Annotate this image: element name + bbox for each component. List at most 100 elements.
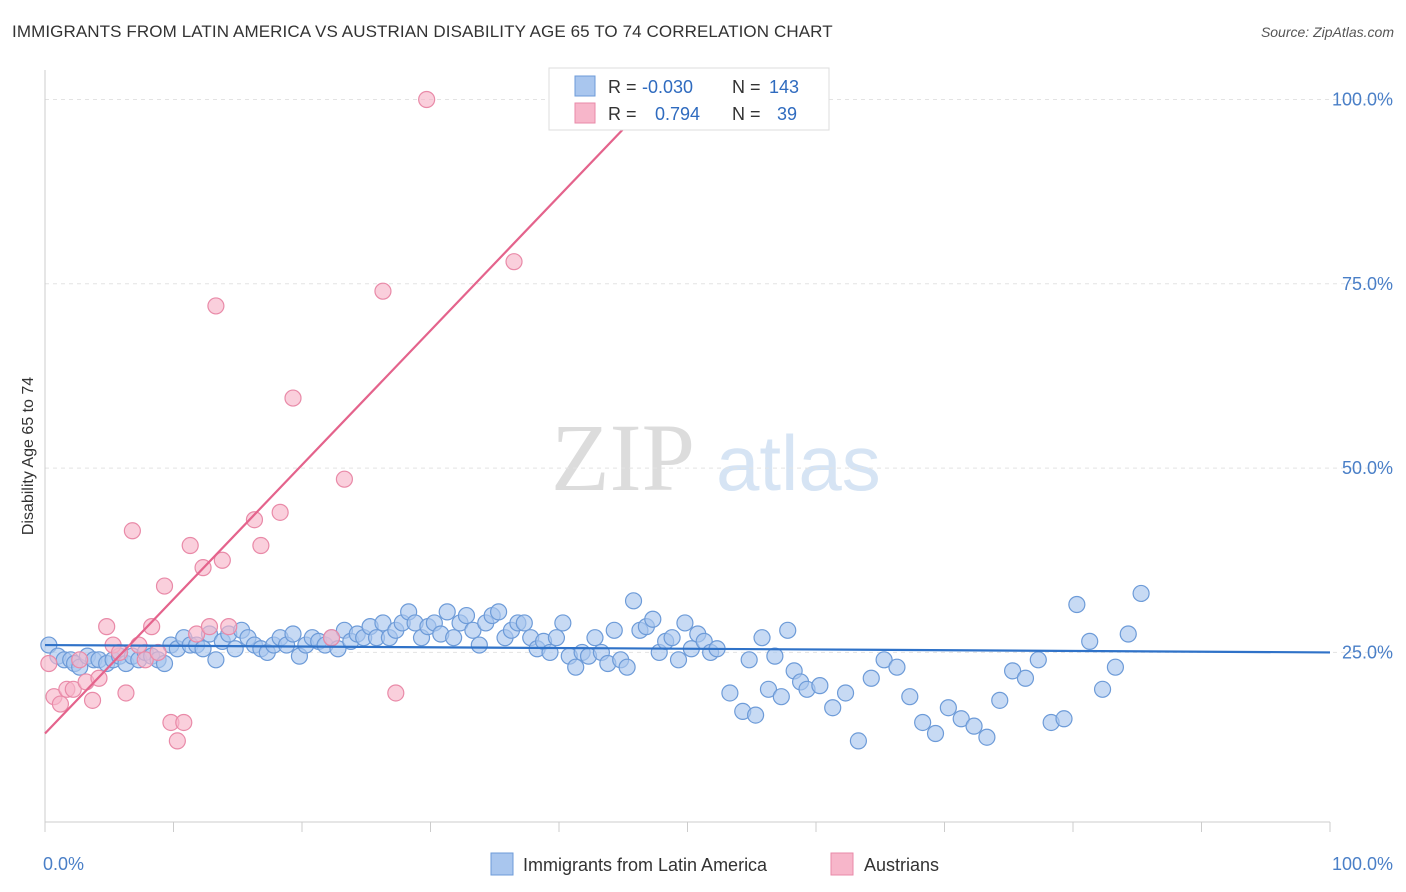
data-point <box>505 253 523 271</box>
data-point <box>759 680 778 698</box>
data-point <box>1093 680 1112 698</box>
data-point <box>207 297 225 315</box>
x-tick-labels: 0.0% 100.0% <box>43 854 1393 874</box>
data-point <box>1055 710 1073 728</box>
data-point <box>387 684 405 702</box>
data-point <box>1106 658 1125 676</box>
data-point <box>83 691 102 709</box>
trend-line <box>44 643 1331 654</box>
stats-legend-swatch-pink <box>574 102 596 124</box>
data-point <box>663 629 681 647</box>
data-point <box>284 625 302 643</box>
data-point <box>322 629 341 647</box>
data-point <box>618 658 636 676</box>
data-point <box>464 621 482 639</box>
data-point <box>200 618 219 636</box>
data-point <box>1016 669 1035 687</box>
stats-legend-r-label-blue: R = <box>608 77 637 97</box>
data-point <box>490 603 508 621</box>
x-tick-label-min: 0.0% <box>43 854 84 874</box>
data-point <box>547 629 566 647</box>
data-point <box>168 732 186 750</box>
data-point <box>1132 584 1150 603</box>
data-point <box>51 695 70 713</box>
stats-legend-r-value-blue: -0.030 <box>642 77 693 97</box>
data-point <box>978 728 996 746</box>
data-point <box>188 625 206 643</box>
data-point <box>110 643 129 662</box>
watermark: ZIP atlas <box>551 404 881 511</box>
trend-line <box>44 98 653 735</box>
data-point <box>155 577 174 595</box>
data-point <box>779 621 797 639</box>
data-point <box>753 629 771 647</box>
data-point <box>438 603 456 621</box>
data-point <box>669 651 688 669</box>
data-point <box>554 614 572 632</box>
data-point <box>862 669 880 687</box>
data-point <box>721 684 739 702</box>
y-tick-label: 75.0% <box>1342 274 1393 294</box>
data-point <box>175 713 193 732</box>
data-point <box>965 717 983 735</box>
data-point <box>926 724 945 743</box>
data-point <box>40 654 58 673</box>
data-point <box>64 680 82 698</box>
data-point <box>766 647 784 665</box>
axes <box>44 70 1331 832</box>
data-point <box>849 732 868 750</box>
chart-title: IMMIGRANTS FROM LATIN AMERICA VS AUSTRIA… <box>12 22 833 41</box>
data-point <box>875 651 893 669</box>
data-point <box>605 621 623 639</box>
data-point <box>207 651 225 669</box>
data-point <box>136 651 154 669</box>
gridlines <box>45 98 1390 653</box>
watermark-atlas: atlas <box>716 419 881 507</box>
data-point <box>470 636 488 654</box>
data-point <box>952 710 970 728</box>
x-tick-label-max: 100.0% <box>1332 854 1393 874</box>
data-point <box>284 389 302 407</box>
data-point <box>457 606 476 625</box>
data-point <box>515 614 533 632</box>
data-point <box>1004 662 1022 680</box>
data-point <box>567 658 585 676</box>
data-point <box>1081 632 1099 650</box>
y-tick-label: 25.0% <box>1342 642 1393 662</box>
bottom-legend-swatch-pink <box>830 852 854 876</box>
y-tick-labels: 25.0% 50.0% 75.0% 100.0% <box>1332 89 1393 662</box>
data-point <box>811 677 829 695</box>
stats-legend-n-label-pink: N = <box>732 104 761 124</box>
stats-legend-box <box>548 67 830 131</box>
y-tick-label: 100.0% <box>1332 89 1393 109</box>
data-point <box>740 651 758 669</box>
data-point <box>1029 651 1047 669</box>
data-point <box>991 691 1009 709</box>
series-immigrants-from-latin-america <box>40 584 1150 750</box>
source-label: Source: ZipAtlas.com <box>1260 24 1394 40</box>
data-point <box>772 688 790 706</box>
stats-legend-n-value-pink: 39 <box>777 104 797 124</box>
stats-legend-n-value-blue: 143 <box>769 77 799 97</box>
data-point <box>676 614 694 632</box>
trend-lines <box>44 98 1331 735</box>
bottom-legend-label-pink: Austrians <box>864 855 939 875</box>
bottom-legend: Immigrants from Latin America Austrians <box>490 852 939 876</box>
data-point <box>1068 595 1086 614</box>
stats-legend-r-value-pink: 0.794 <box>655 104 700 124</box>
data-point <box>374 282 392 300</box>
data-point <box>374 614 392 632</box>
data-point <box>226 640 244 658</box>
data-point <box>418 90 436 109</box>
stats-legend-swatch-blue <box>574 75 596 97</box>
data-point <box>747 706 765 724</box>
data-point <box>824 699 842 717</box>
data-point <box>624 592 643 610</box>
data-point <box>245 511 264 529</box>
data-point <box>220 618 238 636</box>
data-point <box>213 551 231 569</box>
data-point <box>149 643 167 662</box>
stats-legend-r-label-pink: R = <box>608 104 637 124</box>
data-point <box>194 640 212 658</box>
